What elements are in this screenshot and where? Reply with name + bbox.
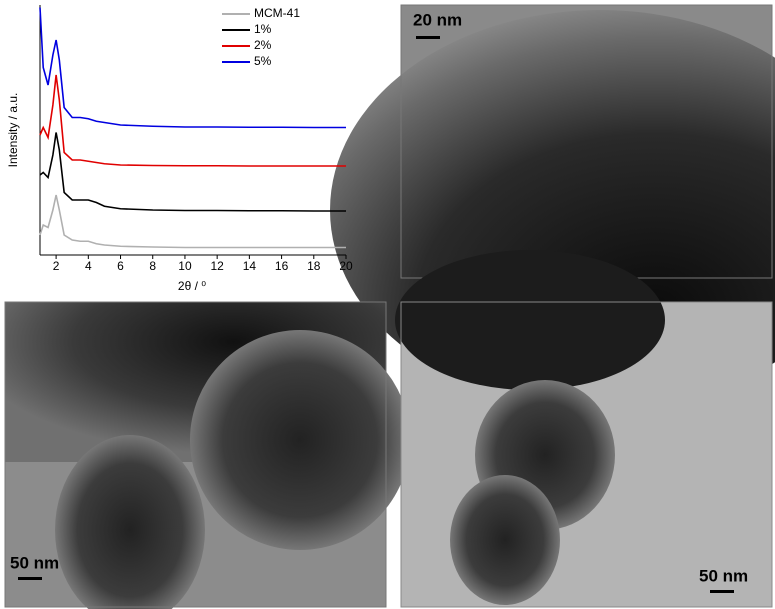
- scale-label: 50 nm: [10, 553, 59, 572]
- data-line: [39, 194, 346, 249]
- scale-label: 20 nm: [413, 10, 462, 29]
- data-line: [39, 74, 346, 167]
- x-tick-label: 12: [210, 259, 224, 273]
- xrd-chart: Intensity / a.u. 2θ / ⁰ 2 4 6 8 10 12 14 16 18 20…: [6, 5, 353, 293]
- x-tick-label: 14: [243, 259, 257, 273]
- legend-label: 5%: [254, 54, 272, 68]
- x-tick-label: 10: [178, 259, 192, 273]
- x-axis-label: 2θ / ⁰: [178, 279, 206, 293]
- x-tick-label: 18: [307, 259, 321, 273]
- legend-label: 1%: [254, 22, 272, 36]
- data-line: [39, 7, 346, 129]
- legend-label: 2%: [254, 38, 272, 52]
- data-line: [39, 132, 346, 212]
- x-tick-label: 6: [117, 259, 124, 273]
- x-tick-label: 8: [149, 259, 156, 273]
- tem-image: 50 nm: [395, 250, 773, 608]
- y-axis-label: Intensity / a.u.: [6, 93, 20, 168]
- x-tick-label: 16: [275, 259, 289, 273]
- x-tick-label: 4: [85, 259, 92, 273]
- legend-label: MCM-41: [254, 6, 300, 20]
- scale-label: 50 nm: [699, 566, 748, 585]
- x-tick-label: 20: [339, 259, 353, 273]
- tem-image: 50 nm: [4, 301, 410, 609]
- x-tick-label: 2: [53, 259, 60, 273]
